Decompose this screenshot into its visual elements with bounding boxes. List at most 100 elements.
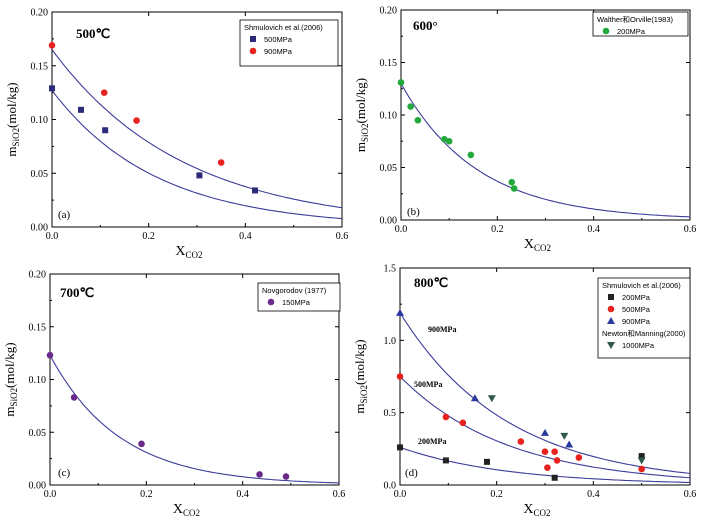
y-tick-label: 0.10 xyxy=(29,375,47,386)
data-point xyxy=(575,454,583,461)
y-axis-label-main: m xyxy=(2,406,17,416)
legend-marker xyxy=(249,47,257,55)
legend-marker xyxy=(267,298,275,306)
x-axis-label: XCO2 xyxy=(523,502,550,518)
x-tick-label: 0.0 xyxy=(44,489,57,500)
fit-curve xyxy=(52,49,342,209)
legend-box xyxy=(257,282,341,312)
legend-entry: 200MPa xyxy=(622,293,651,302)
panel-label: (d) xyxy=(405,467,418,479)
x-tick-label: 0.6 xyxy=(336,231,349,242)
y-tick-label: 0.15 xyxy=(31,61,49,72)
x-tick-label: 0.4 xyxy=(587,489,600,500)
data-point xyxy=(487,395,496,403)
data-point xyxy=(407,103,414,110)
data-point xyxy=(397,444,403,451)
data-point xyxy=(508,178,516,186)
y-tick-label: 0.5 xyxy=(384,408,397,419)
x-axis-label: XCO2 xyxy=(175,244,202,260)
legend-marker xyxy=(250,36,256,42)
data-point xyxy=(510,185,518,192)
data-point xyxy=(414,116,422,124)
data-point xyxy=(442,457,449,464)
x-axis-label-sub: CO2 xyxy=(186,250,203,260)
data-point xyxy=(133,117,140,124)
y-tick-label: 0.20 xyxy=(29,270,47,281)
legend-box xyxy=(239,19,339,67)
legend-entry: 150MPa xyxy=(282,298,311,307)
x-axis-label-sub: CO2 xyxy=(534,508,551,518)
panel-title: 800℃ xyxy=(414,275,448,290)
x-axis-label: XCO2 xyxy=(173,502,200,518)
data-point xyxy=(638,465,645,473)
fit-curve xyxy=(50,354,339,484)
data-point xyxy=(196,172,203,179)
data-point xyxy=(48,42,56,49)
x-tick-label: 0.0 xyxy=(394,489,407,500)
legend-title: Novgorodov (1977) xyxy=(262,286,327,295)
x-tick-label: 0.2 xyxy=(490,489,503,500)
data-point xyxy=(396,373,404,380)
data-point xyxy=(560,432,569,440)
curve-annotation: 500MPa xyxy=(414,380,442,389)
y-tick-label: 0.00 xyxy=(31,223,49,234)
data-point xyxy=(638,453,645,460)
legend-title: Walther和Orville(1983) xyxy=(597,15,673,24)
data-point xyxy=(544,464,551,471)
legend-marker xyxy=(607,342,615,349)
legend-entry: 200MPa xyxy=(617,27,646,36)
data-point xyxy=(256,471,263,478)
data-point xyxy=(551,474,558,481)
data-point xyxy=(100,89,108,96)
panel-title: 500℃ xyxy=(76,26,110,41)
data-point xyxy=(138,440,145,448)
y-axis-label-sub: SiO2 xyxy=(9,388,19,407)
data-point xyxy=(397,79,405,86)
x-axis-label-main: X xyxy=(175,244,185,259)
y-tick-label: 0.0 xyxy=(384,481,397,492)
y-axis-label-sub: SiO2 xyxy=(359,385,369,404)
data-point xyxy=(484,458,490,465)
chart-panel-4: 0.0 0.2 0.4 0.6 0.0 0.5 1.0 1.5 XCO2 mSiO2(mol/kg… xyxy=(352,264,696,519)
legend-marker xyxy=(607,317,615,324)
chart-panel-1: 0.0 0.2 0.4 0.6 0.00 0.05 0.10 0.15 0.20 XCO2 mSiO… xyxy=(4,8,348,261)
y-tick-label: 1.0 xyxy=(384,336,397,347)
data-point xyxy=(102,127,109,134)
y-tick-label: 1.5 xyxy=(384,264,397,275)
legend-marker xyxy=(607,305,615,313)
y-tick-label: 0.00 xyxy=(380,216,398,227)
legend-marker xyxy=(602,27,610,35)
y-tick-label: 0.10 xyxy=(31,115,49,126)
x-tick-label: 0.0 xyxy=(395,224,408,235)
legend-title-2: Newton和Manning(2000) xyxy=(602,329,686,338)
fit-curve xyxy=(52,90,342,220)
x-tick-label: 0.4 xyxy=(239,231,252,242)
data-point xyxy=(541,428,549,436)
y-axis-label-main: m xyxy=(353,142,368,152)
panel-label: (c) xyxy=(58,467,71,479)
panel-label: (a) xyxy=(58,209,71,221)
legend-title: Shmulovich et al.(2006) xyxy=(244,23,323,32)
x-axis-label: XCO2 xyxy=(524,237,551,253)
x-tick-label: 0.6 xyxy=(684,224,697,235)
data-point xyxy=(565,440,574,448)
curve-annotation: 200MPa xyxy=(418,437,446,446)
y-tick-label: 0.05 xyxy=(29,428,47,439)
data-point xyxy=(70,394,78,401)
x-tick-label: 0.2 xyxy=(491,224,504,235)
y-axis-label-main: m xyxy=(352,403,367,413)
plot-frame xyxy=(400,9,691,221)
x-axis-label-sub: CO2 xyxy=(534,243,551,253)
y-tick-label: 0.15 xyxy=(29,322,47,333)
chart-panel-2: 0.0 0.2 0.4 0.6 0.00 0.05 0.10 0.15 0.20 XCO2 mSiO… xyxy=(353,6,696,254)
legend-entry: 1000MPa xyxy=(622,341,655,350)
legend-entry: 500MPa xyxy=(264,35,293,44)
curve-annotation: 900MPa xyxy=(428,325,456,334)
data-point xyxy=(551,448,558,456)
data-point xyxy=(46,351,54,359)
y-tick-label: 0.05 xyxy=(380,163,398,174)
y-axis-label-sub: SiO2 xyxy=(11,128,21,147)
fit-curve xyxy=(401,83,690,218)
data-point xyxy=(78,106,84,113)
x-tick-label: 0.4 xyxy=(587,224,600,235)
